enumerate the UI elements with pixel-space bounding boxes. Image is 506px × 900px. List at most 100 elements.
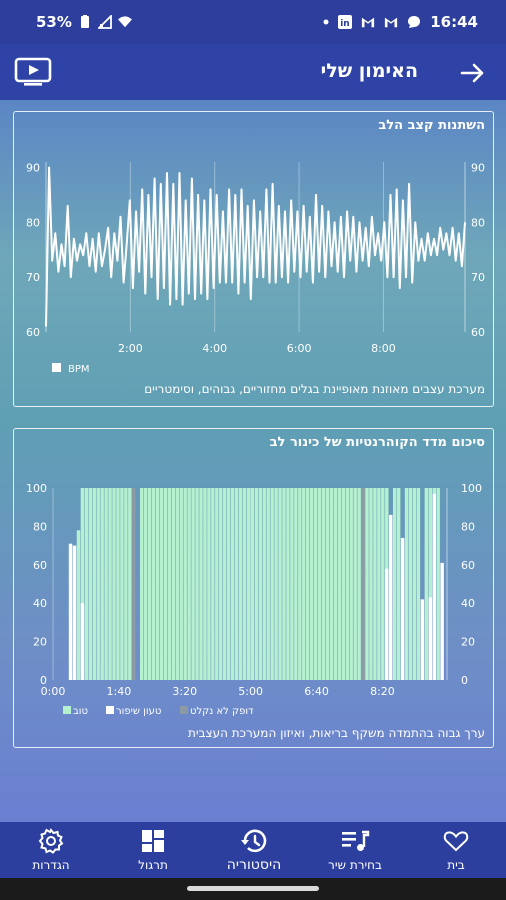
system-nav-bar — [0, 878, 506, 900]
coh-bar — [207, 488, 211, 680]
coh-bar — [436, 488, 440, 680]
page-title: האימון שלי — [320, 60, 418, 82]
coh-x-tick-label: 8:20 — [370, 685, 395, 698]
coh-bar — [80, 488, 85, 680]
battery-icon — [80, 15, 89, 28]
coh-bar — [191, 488, 195, 680]
coh-y-tick-label: 100 — [26, 482, 47, 495]
coh-y-tick-label: 40 — [33, 597, 47, 610]
coh-bar — [428, 597, 432, 680]
coh-y-tick-label-right: 0 — [461, 674, 468, 687]
coh-bar — [159, 488, 164, 680]
coh-bar — [349, 488, 353, 680]
hr-x-tick-label: 2:00 — [118, 342, 143, 355]
hr-legend-label: BPM — [68, 364, 90, 375]
coh-bar — [163, 488, 168, 680]
coh-y-tick-label-right: 20 — [461, 636, 475, 649]
hr-y-tick-label: 70 — [26, 271, 40, 284]
coh-bar — [329, 488, 334, 680]
coh-y-tick-label-right: 80 — [461, 520, 475, 533]
coh-bar — [278, 488, 282, 680]
hr-y-tick-label-right: 70 — [471, 271, 485, 284]
status-bar: 53% in 16:44 — [0, 0, 506, 44]
linkedin-icon: in — [338, 15, 353, 29]
coh-bar — [155, 488, 160, 680]
dot-icon — [323, 19, 329, 25]
coh-bar — [286, 488, 290, 680]
coh-bar — [230, 488, 235, 680]
content-area: השתנות קצב הלב 2:00 4:00 6:00 8:00 60 60 70 70 8… — [0, 100, 506, 822]
hr-legend-swatch — [52, 363, 61, 372]
coh-bar — [246, 488, 251, 680]
coh-bar — [199, 488, 203, 680]
coh-bar — [321, 488, 326, 680]
heart-rate-card: השתנות קצב הלב 2:00 4:00 6:00 8:00 60 60 70 70 8… — [13, 111, 494, 407]
coh-bar — [104, 488, 108, 680]
coh-bar — [132, 488, 136, 680]
coh-bar — [389, 514, 393, 680]
coh-legend-swatch — [106, 706, 114, 714]
coh-bar — [116, 488, 120, 680]
coh-y-tick-label-right: 100 — [461, 482, 482, 495]
nav-item-practice[interactable]: תרגול — [113, 828, 193, 872]
coh-bar — [377, 488, 381, 680]
status-right: in 16:44 — [323, 13, 478, 31]
coh-bar — [396, 488, 401, 680]
coh-bar — [341, 488, 346, 680]
nav-item-song-select[interactable]: בחירת שיר — [315, 828, 395, 872]
hr-y-tick-label-right: 60 — [471, 326, 485, 339]
nav-item-history[interactable]: היסטוריה — [214, 828, 294, 873]
arrow-right-icon[interactable] — [458, 59, 486, 87]
hr-series-line — [45, 166, 466, 327]
nav-label-settings: הגדרות — [32, 858, 70, 872]
coh-bar — [187, 488, 191, 680]
coh-bar — [222, 488, 227, 680]
coh-bar — [88, 488, 93, 680]
coh-bar — [100, 488, 104, 680]
hr-x-tick-label: 8:00 — [371, 342, 396, 355]
heart-rate-card-description: מערכת עצבים מאוזנת מאופיינת בגלים מחזורי… — [144, 382, 485, 396]
coh-x-tick-label: 1:40 — [107, 685, 132, 698]
coh-bar — [151, 488, 156, 680]
svg-text:in: in — [340, 19, 350, 29]
signal-icon — [97, 15, 112, 29]
coh-bar — [238, 488, 243, 680]
coh-bar — [408, 488, 413, 680]
coh-bar — [317, 488, 322, 680]
history-icon — [241, 829, 267, 853]
coh-bar — [242, 488, 247, 680]
coh-bar — [112, 488, 116, 680]
home-indicator[interactable] — [187, 886, 319, 891]
coherence-card-description: ערך גבוה בהתמדה משקף בריאות, ואיזון המער… — [187, 726, 485, 740]
coh-bar — [258, 488, 263, 680]
coh-bar — [361, 488, 365, 680]
coh-bar — [365, 488, 369, 680]
coh-bar — [108, 488, 112, 680]
coh-bar — [72, 545, 77, 680]
status-left: 53% — [36, 13, 132, 31]
coh-bar — [294, 488, 298, 680]
nav-item-settings[interactable]: הגדרות — [11, 828, 91, 872]
coh-y-tick-label: 0 — [40, 674, 47, 687]
coh-bar — [203, 488, 207, 680]
coh-x-tick-label: 3:20 — [172, 685, 197, 698]
nav-item-home[interactable]: בית — [416, 828, 496, 872]
coh-bar — [226, 488, 231, 680]
coh-bar — [373, 488, 377, 680]
nav-label-song-select: בחירת שיר — [328, 858, 382, 872]
coh-bar — [96, 488, 100, 680]
gmail-icon — [362, 17, 375, 28]
coh-bar — [92, 488, 96, 680]
coh-bar — [345, 488, 349, 680]
coh-bar — [325, 488, 330, 680]
coh-bar — [416, 488, 421, 680]
tv-play-icon[interactable] — [14, 57, 52, 87]
nav-label-practice: תרגול — [138, 858, 168, 872]
coh-bar — [167, 488, 172, 680]
coh-bar — [128, 488, 132, 680]
coh-bar — [183, 488, 187, 680]
coh-bar — [143, 488, 148, 680]
coh-bar — [313, 488, 318, 680]
coh-bar — [68, 543, 73, 680]
coh-legend-label: דופק לא נקלט — [190, 706, 254, 717]
